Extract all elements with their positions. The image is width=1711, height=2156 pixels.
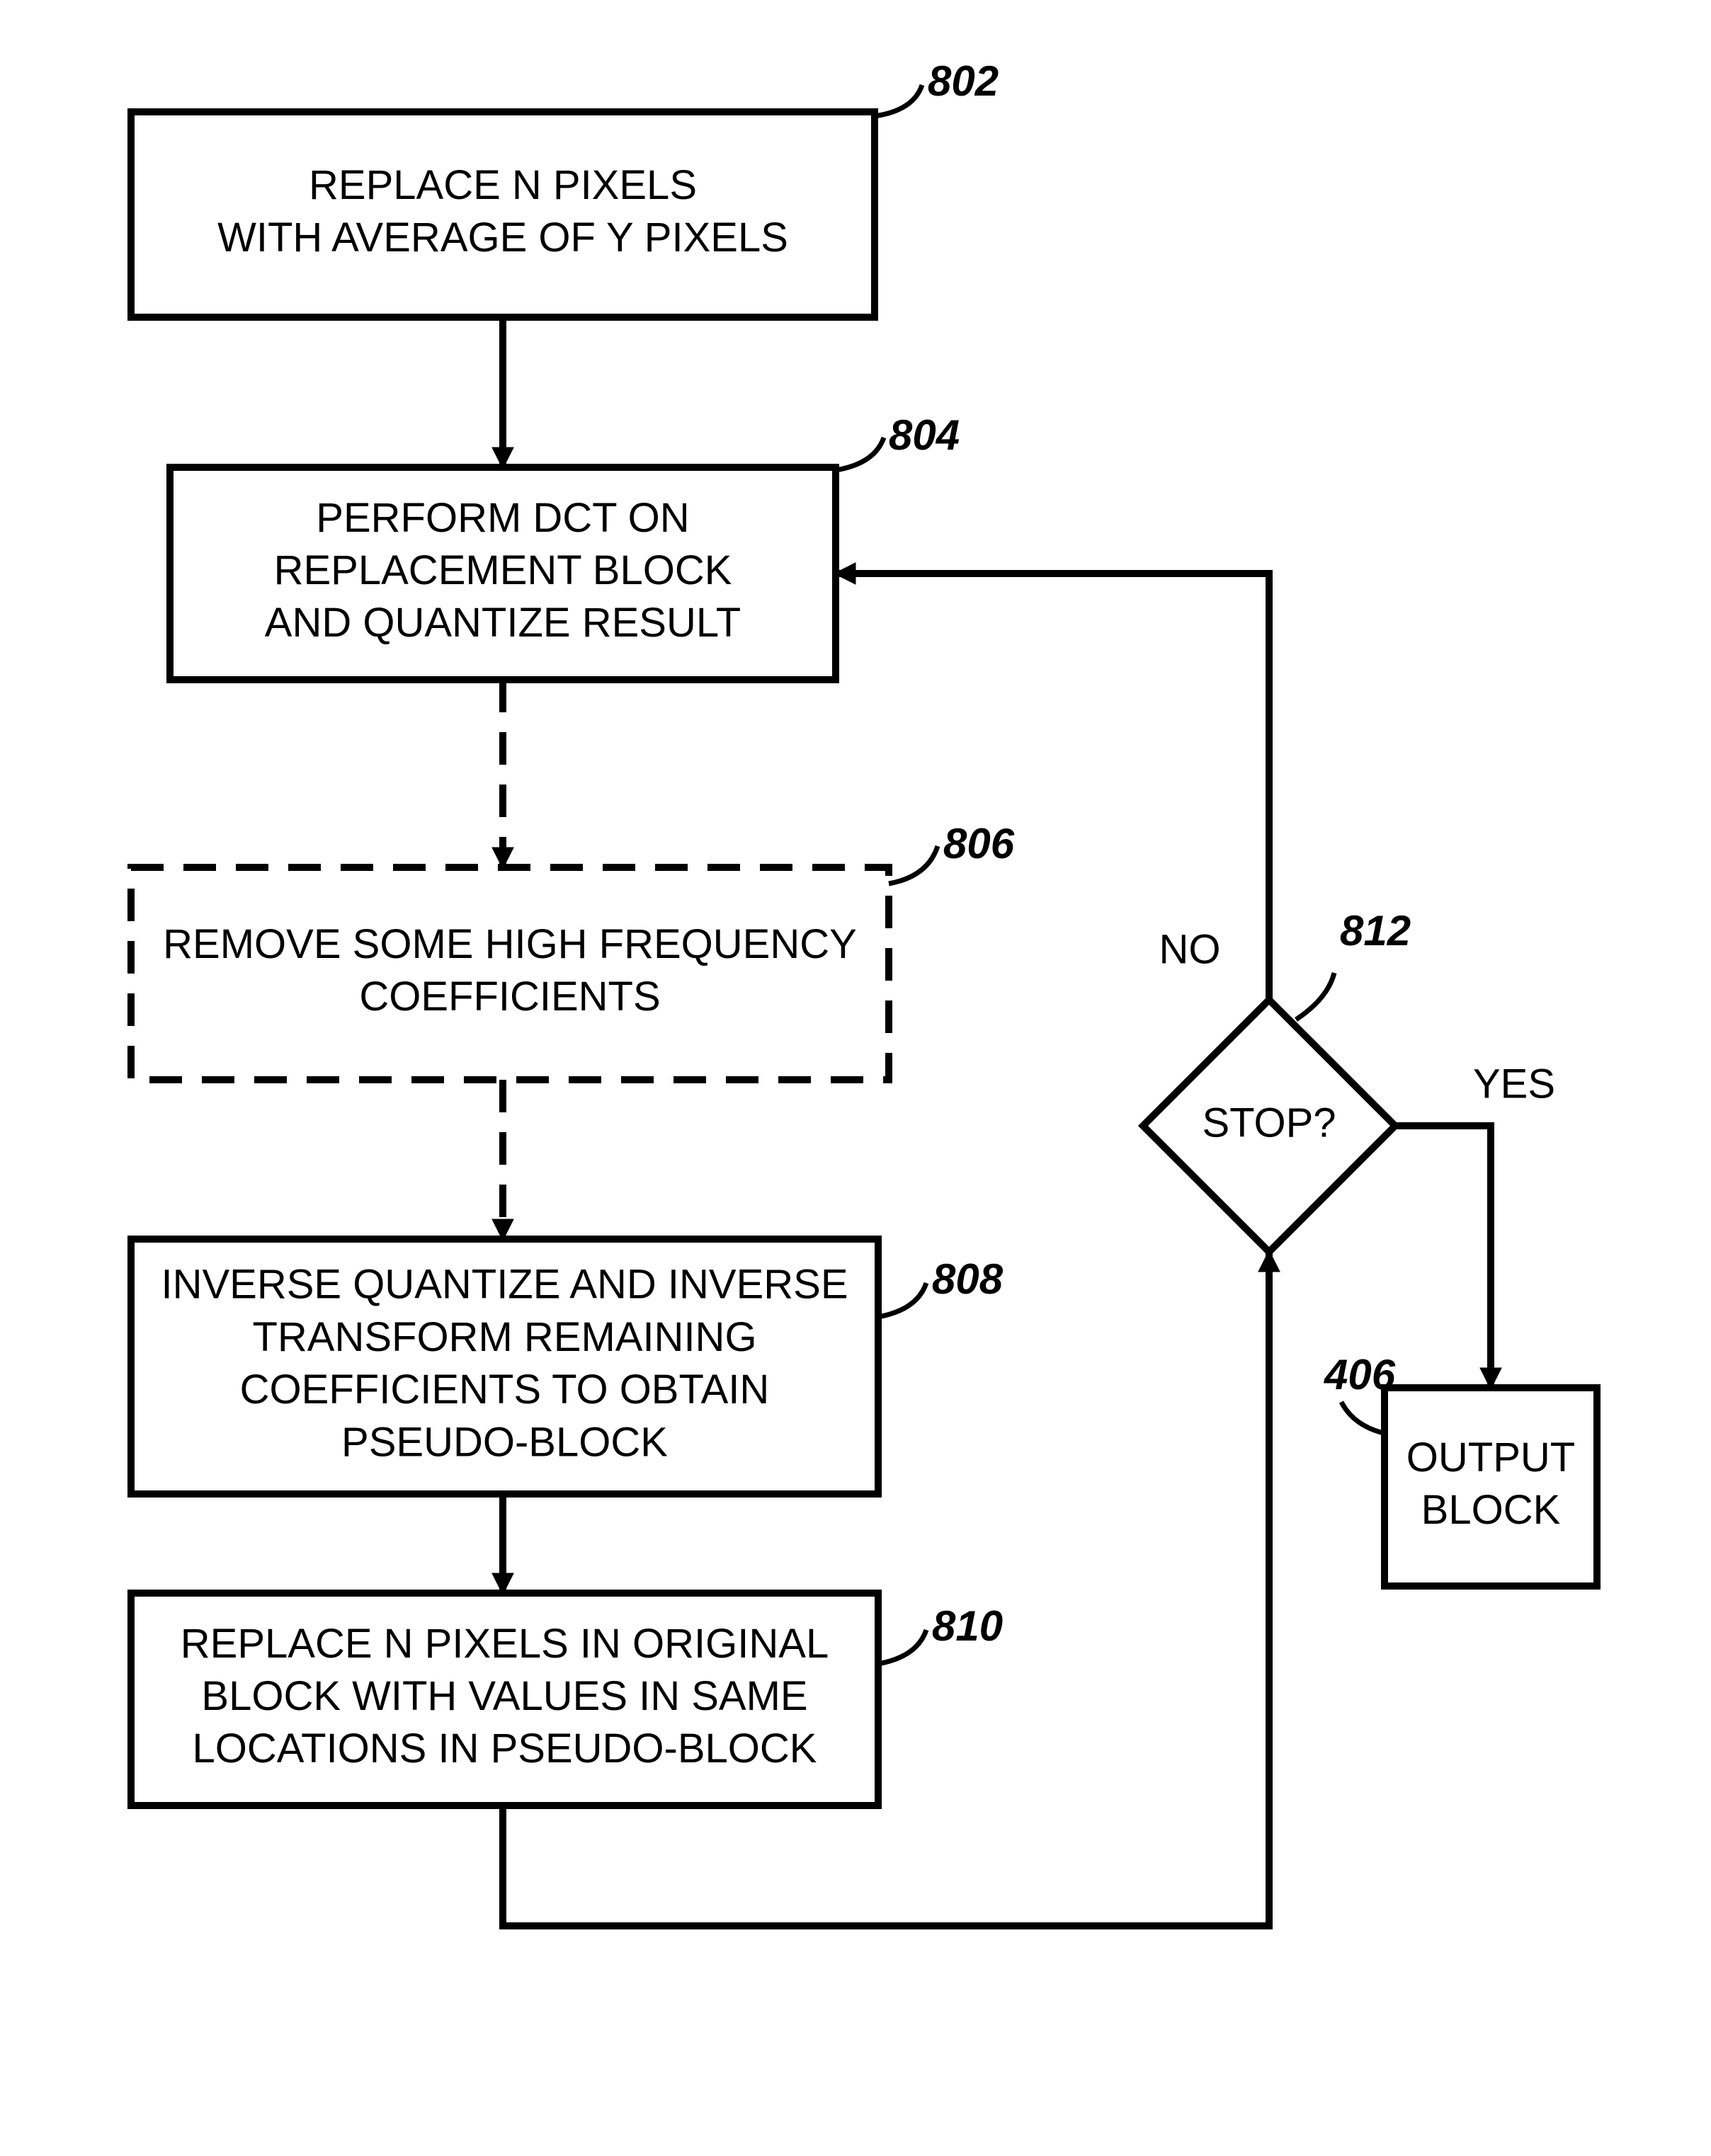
ref-leader-406 bbox=[1341, 1402, 1387, 1434]
ref-leader-804 bbox=[836, 438, 884, 470]
ref-leader-810 bbox=[878, 1630, 926, 1664]
flow-branch-label-no: NO bbox=[1159, 926, 1221, 972]
ref-leader-802 bbox=[875, 85, 922, 116]
ref-label-802: 802 bbox=[928, 57, 999, 105]
ref-leader-806 bbox=[889, 846, 938, 884]
flow-branch-label-yes: YES bbox=[1473, 1061, 1555, 1107]
flow-node-label-n812: STOP? bbox=[1202, 1100, 1336, 1146]
flow-edge-n812-n406 bbox=[1395, 1126, 1491, 1388]
ref-leader-808 bbox=[878, 1283, 926, 1317]
ref-label-406: 406 bbox=[1324, 1351, 1396, 1398]
ref-label-812: 812 bbox=[1340, 907, 1411, 954]
ref-label-804: 804 bbox=[889, 411, 960, 459]
flow-node-label-n810: REPLACE N PIXELS IN ORIGINALBLOCK WITH V… bbox=[181, 1621, 829, 1772]
flowchart-svg: REPLACE N PIXELSWITH AVERAGE OF Y PIXELS… bbox=[0, 0, 1711, 2152]
ref-label-808: 808 bbox=[932, 1255, 1004, 1303]
flow-node-label-n804: PERFORM DCT ONREPLACEMENT BLOCKAND QUANT… bbox=[265, 495, 741, 646]
ref-label-806: 806 bbox=[943, 820, 1015, 867]
ref-leader-812 bbox=[1296, 973, 1334, 1020]
flowchart-canvas: REPLACE N PIXELSWITH AVERAGE OF Y PIXELS… bbox=[0, 0, 1711, 2152]
ref-label-810: 810 bbox=[932, 1602, 1003, 1650]
